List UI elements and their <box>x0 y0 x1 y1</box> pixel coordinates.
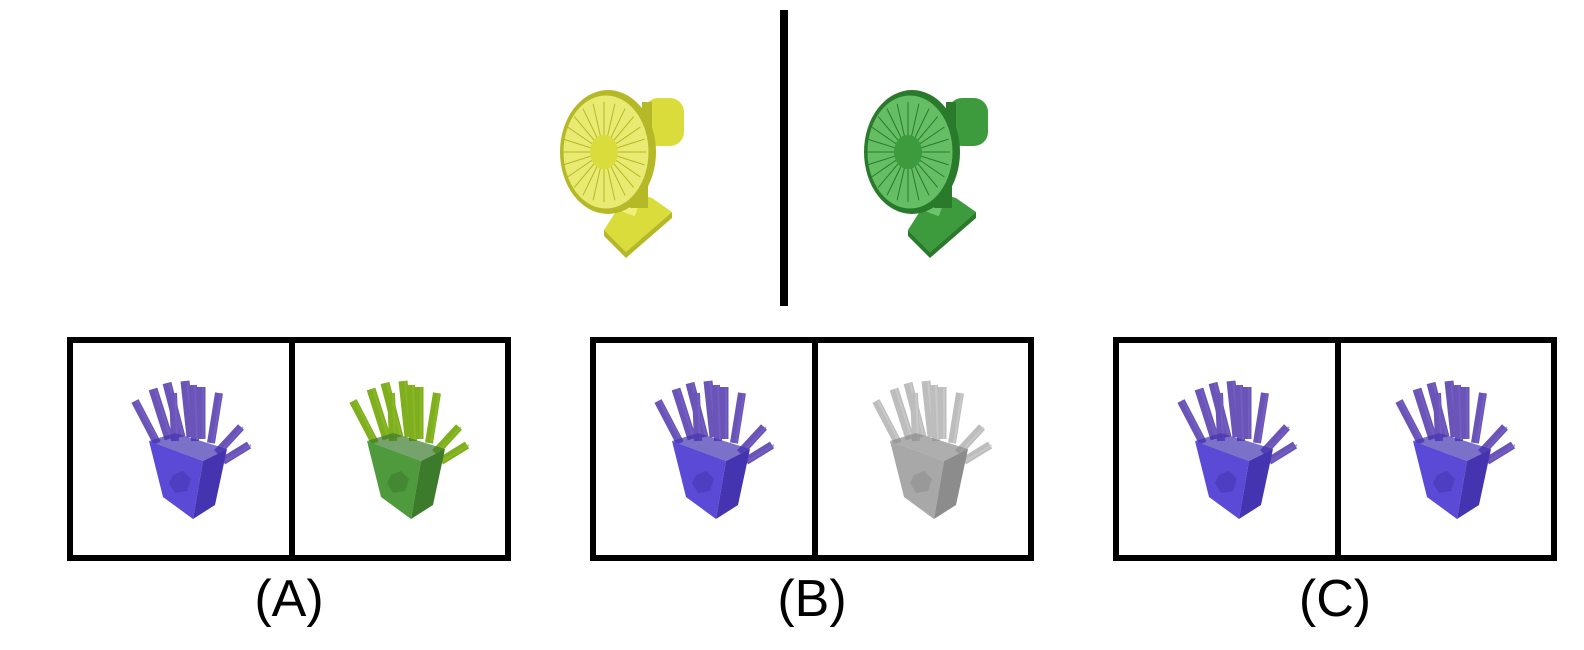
example-divider <box>780 10 788 306</box>
option-c-label: (C) <box>1298 570 1372 628</box>
option-b-panel[interactable] <box>590 337 1034 561</box>
option-b-divider <box>812 343 818 555</box>
option-c-left-fries-image <box>1169 379 1309 524</box>
option-c-right-fries-image <box>1387 379 1527 524</box>
option-a-panel[interactable] <box>67 337 511 561</box>
option-c-panel[interactable] <box>1113 337 1557 561</box>
option-b-left-fries-image <box>646 379 786 524</box>
option-a-right-fries-image <box>341 379 481 524</box>
option-b-right-fries-image <box>864 379 1004 524</box>
option-a-label: (A) <box>254 570 324 628</box>
option-b-label: (B) <box>777 570 847 628</box>
option-a-left-fries-image <box>123 379 263 524</box>
option-c-divider <box>1335 343 1341 555</box>
example-left-fan-image <box>556 80 696 260</box>
example-right-fan-image <box>860 80 1000 260</box>
option-a-divider <box>289 343 295 555</box>
